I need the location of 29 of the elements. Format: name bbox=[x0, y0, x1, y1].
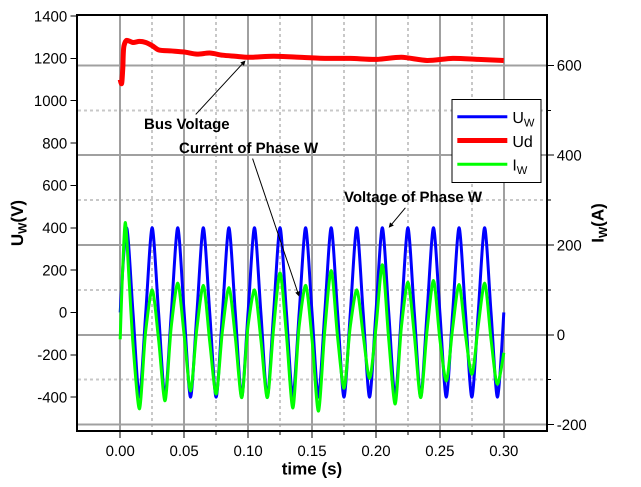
y-tick-label: 800 bbox=[42, 135, 68, 152]
annotation: Voltage of Phase W bbox=[344, 189, 483, 206]
x-tick-label: 0.30 bbox=[489, 442, 518, 460]
y-tick-label: 400 bbox=[42, 220, 68, 238]
legend-label: Ud bbox=[512, 134, 533, 151]
y-tick-label: -400 bbox=[37, 389, 68, 406]
y2-tick-label: 0 bbox=[556, 327, 566, 344]
y2-tick-label: 200 bbox=[556, 237, 582, 254]
x-tick-label: 0.10 bbox=[233, 442, 263, 460]
annotation: Bus Voltage bbox=[144, 116, 230, 133]
y2-tick-label: 600 bbox=[556, 58, 582, 75]
legend-label: U$_{W}$ bbox=[512, 110, 535, 130]
y-tick-label: 1000 bbox=[34, 92, 68, 110]
x-tick-label: 0.00 bbox=[106, 442, 135, 460]
y-tick-label: 1400 bbox=[34, 8, 68, 26]
x-axis-title: time (s) bbox=[282, 460, 342, 479]
y-tick-label: 1200 bbox=[34, 50, 68, 68]
y-tick-label: 200 bbox=[42, 262, 68, 280]
x-tick-label: 0.15 bbox=[297, 442, 327, 460]
annotation: Current of Phase W bbox=[179, 140, 320, 157]
y-tick-label: -200 bbox=[37, 347, 68, 364]
x-tick-label: 0.20 bbox=[361, 442, 391, 460]
x-tick-label: 0.25 bbox=[425, 442, 454, 460]
y-tick-label: 600 bbox=[42, 178, 68, 195]
x-tick-label: 0.05 bbox=[170, 442, 199, 460]
y2-tick-label: 400 bbox=[556, 147, 582, 164]
y-tick-label: 0 bbox=[58, 304, 68, 322]
y2-tick-label: -200 bbox=[556, 416, 587, 434]
legend-label: I$_{W}$ bbox=[512, 158, 528, 177]
